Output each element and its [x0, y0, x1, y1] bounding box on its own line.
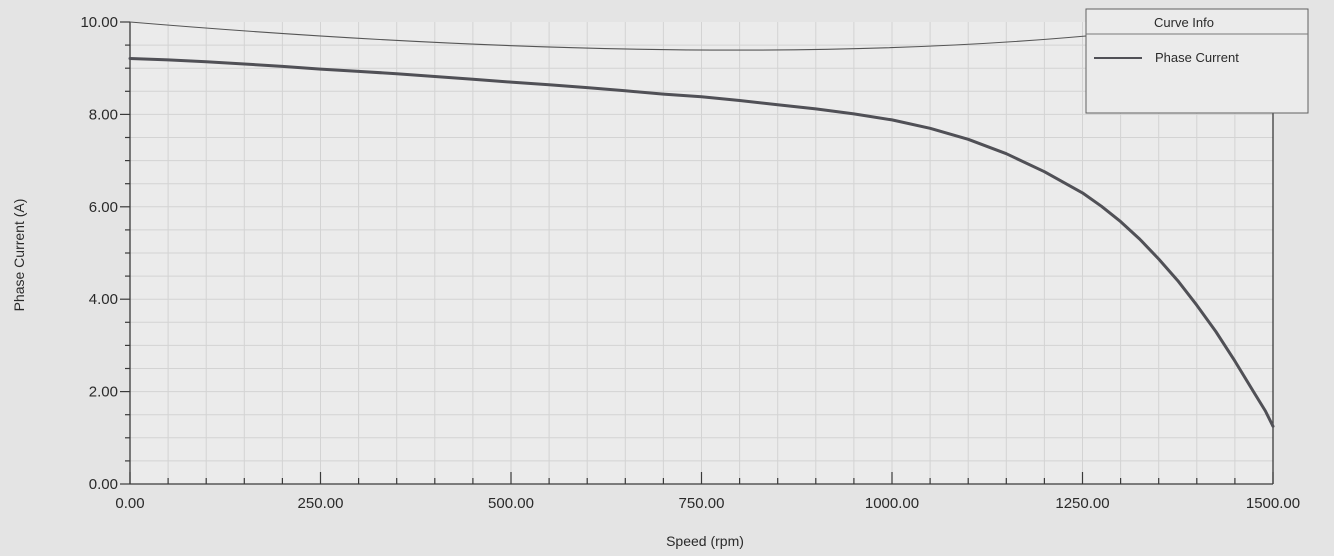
x-tick-label: 1250.00	[1055, 495, 1109, 512]
x-tick-label: 1000.00	[865, 495, 919, 512]
legend-entry-phase-current: Phase Current	[1155, 50, 1239, 65]
y-axis: 0.00 2.00 4.00 6.00 8.00 10.00	[80, 14, 130, 493]
y-tick-label: 10.00	[80, 14, 118, 31]
series-line-phase-current	[128, 57, 1275, 428]
y-axis-title: Phase Current (A)	[11, 199, 27, 312]
grid	[130, 22, 1273, 484]
x-tick-label: 750.00	[679, 495, 725, 512]
x-tick-label: 250.00	[298, 495, 344, 512]
x-tick-label: 500.00	[488, 495, 534, 512]
top-border-line	[129, 21, 1087, 51]
x-tick-label: 1500.00	[1246, 495, 1300, 512]
y-tick-label: 6.00	[89, 199, 118, 216]
legend-box	[1085, 8, 1309, 114]
y-tick-label: 2.00	[89, 384, 118, 401]
series-layer	[128, 57, 1275, 428]
y-tick-label: 0.00	[89, 476, 118, 493]
legend-title: Curve Info	[1154, 15, 1214, 30]
x-tick-label: 0.00	[115, 495, 144, 512]
legend: Curve Info Phase Current	[1085, 8, 1309, 114]
y-tick-label: 8.00	[89, 106, 118, 123]
x-axis-title: Speed (rpm)	[666, 533, 744, 549]
y-tick-label: 4.00	[89, 291, 118, 308]
x-axis: 0.00 250.00 500.00 750.00 1000.00 1250.00 1500…	[115, 472, 1300, 512]
